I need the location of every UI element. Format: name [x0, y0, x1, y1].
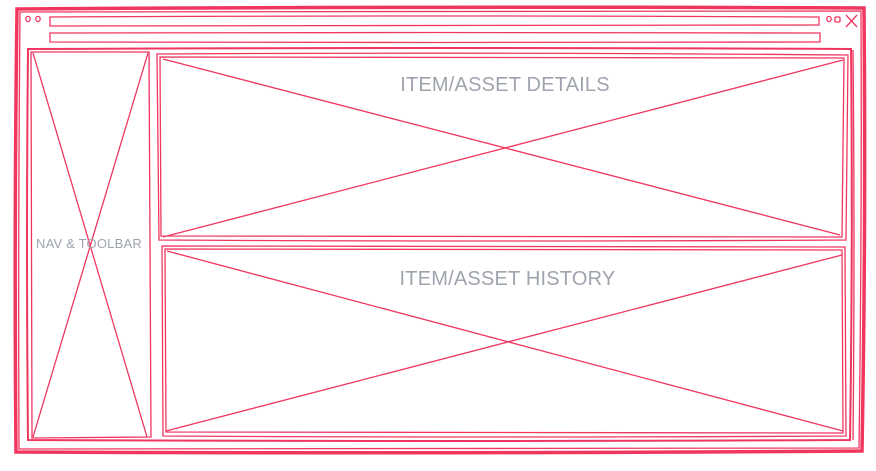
history-panel-label: ITEM/ASSET HISTORY	[399, 268, 616, 290]
window-dot	[35, 15, 41, 23]
details-panel-border	[156, 52, 849, 242]
close-icon[interactable]	[845, 14, 858, 28]
window-dot	[25, 15, 31, 23]
window-controls-right	[826, 14, 858, 28]
details-panel-cross-a	[162, 58, 841, 236]
details-panel-cross-b	[162, 59, 844, 238]
bookmark-bar[interactable]	[49, 31, 821, 44]
window-dots-left	[25, 15, 41, 23]
minimize-dot[interactable]	[826, 15, 832, 23]
maximize-box[interactable]	[834, 16, 841, 23]
details-panel-label: ITEM/ASSET DETAILS	[400, 74, 610, 96]
window-frame	[13, 5, 867, 455]
address-bar[interactable]	[49, 15, 820, 27]
nav-panel-cross-b	[32, 52, 149, 438]
nav-toolbar-label: NAV & TOOLBAR	[36, 236, 142, 251]
history-panel-cross-b	[165, 254, 843, 432]
right-edge-line	[852, 49, 855, 441]
history-panel-cross-a	[166, 250, 844, 432]
nav-panel-border	[30, 51, 152, 439]
content-frame	[26, 47, 853, 442]
